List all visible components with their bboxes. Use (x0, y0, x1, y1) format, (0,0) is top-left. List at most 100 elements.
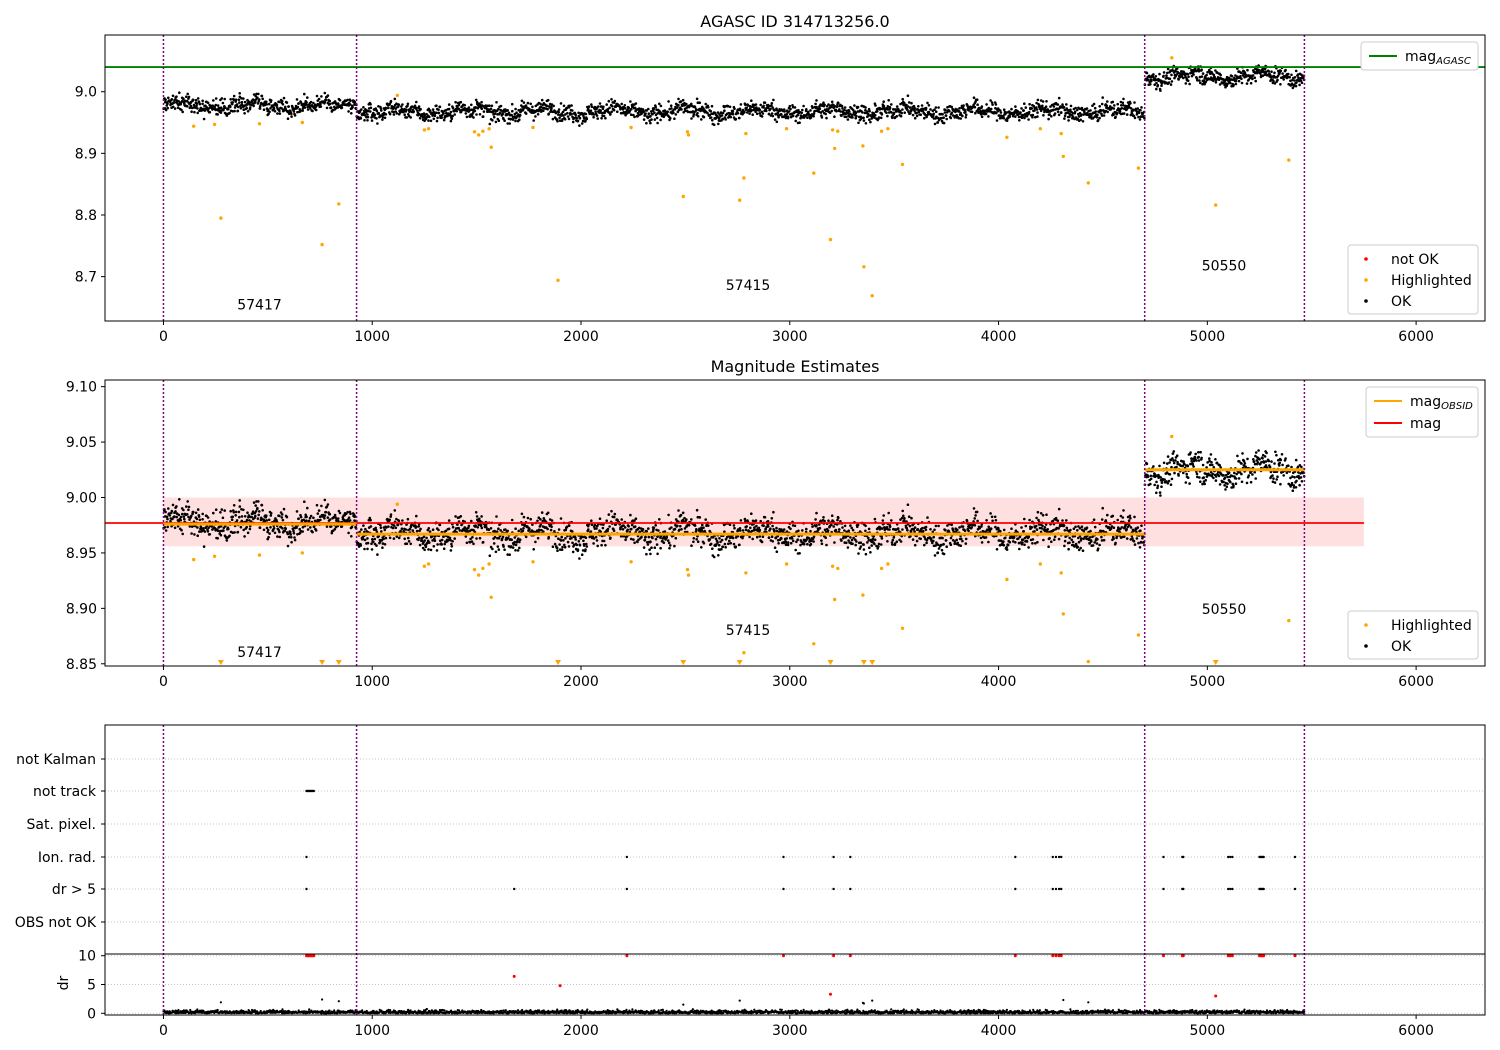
ok-point (196, 508, 200, 511)
ok-point (472, 116, 475, 119)
ok-point (645, 552, 648, 556)
ok-point (1045, 530, 1049, 533)
ok-point (879, 543, 883, 546)
ok-point (556, 549, 559, 552)
ok-point (440, 538, 444, 542)
ok-point (178, 91, 181, 94)
ok-point (633, 106, 637, 110)
ok-point (305, 101, 308, 104)
ok-point (739, 529, 742, 532)
ok-point (1063, 114, 1067, 118)
ok-point (408, 527, 412, 531)
ok-point (170, 98, 174, 101)
ok-point (859, 117, 863, 121)
ok-point (838, 528, 841, 531)
ok-point (775, 529, 779, 533)
ok-point (820, 539, 823, 542)
ok-point (437, 108, 440, 111)
ok-point (1023, 116, 1026, 120)
ok-point (589, 530, 593, 533)
ok-point (557, 108, 561, 111)
ok-point (901, 108, 904, 111)
ok-point (290, 540, 293, 544)
ok-point (267, 535, 270, 539)
ok-point (755, 524, 758, 528)
ok-point (802, 104, 805, 108)
ok-point (728, 523, 732, 526)
ok-point (1063, 544, 1066, 548)
ok-point (561, 545, 564, 549)
ok-point (750, 109, 754, 112)
ok-point (164, 98, 167, 101)
ok-point (165, 515, 169, 519)
ok-point (837, 530, 841, 534)
ok-point (447, 103, 451, 106)
ok-point (964, 542, 968, 545)
ok-point (328, 99, 332, 103)
ok-point (1206, 70, 1209, 74)
ok-point (587, 528, 590, 531)
ok-point (994, 103, 998, 106)
ok-point (702, 107, 705, 110)
ok-point (303, 106, 307, 109)
ok-point (225, 539, 229, 542)
ok-point (474, 511, 478, 514)
highlighted-point (1005, 135, 1009, 139)
ok-point (546, 107, 549, 111)
ok-point (592, 542, 595, 545)
ok-point (234, 98, 238, 101)
ok-point (677, 103, 680, 107)
ok-point (387, 525, 390, 528)
ok-point (467, 524, 471, 528)
ok-point (576, 119, 580, 123)
ok-point (1046, 108, 1049, 111)
ok-point (1226, 82, 1229, 86)
ok-point (669, 117, 672, 120)
ok-point (243, 112, 246, 115)
ok-point (1068, 112, 1071, 116)
ok-point (570, 104, 573, 107)
ok-point (488, 554, 492, 557)
ok-point (868, 109, 871, 113)
ok-point (376, 122, 379, 125)
ok-point (1247, 78, 1251, 81)
ok-point (278, 530, 281, 534)
ok-point (361, 537, 365, 541)
ok-point (1098, 105, 1101, 108)
ok-point (775, 526, 778, 530)
ok-point (1251, 77, 1254, 81)
ok-point (529, 102, 532, 106)
ok-point (417, 536, 421, 540)
ok-point (208, 533, 212, 536)
ok-point (391, 526, 395, 530)
ok-point (173, 101, 176, 104)
ok-point (438, 105, 442, 109)
ok-point (444, 529, 448, 533)
ok-point (193, 533, 196, 536)
ok-point (658, 518, 661, 521)
ok-point (646, 543, 650, 546)
ok-point (368, 516, 372, 520)
ok-point (890, 111, 893, 114)
ok-point (1091, 104, 1094, 107)
ok-point (268, 532, 271, 535)
ok-point (566, 111, 569, 115)
ok-point (923, 116, 926, 120)
ok-point (840, 539, 843, 542)
ok-point (1260, 70, 1263, 74)
ok-point (1170, 73, 1173, 77)
highlighted-point (212, 122, 217, 127)
ok-point (290, 112, 293, 116)
highlighted-point (477, 133, 481, 137)
ok-point (470, 103, 473, 107)
ok-point (311, 530, 314, 534)
ok-point (649, 115, 652, 118)
ok-point (392, 524, 396, 527)
ok-point (763, 101, 767, 104)
ok-point (823, 519, 826, 523)
ok-point (621, 108, 625, 111)
highlighted-point (395, 93, 399, 98)
ok-point (882, 100, 885, 103)
ok-point (1027, 546, 1030, 549)
ok-point (886, 105, 890, 108)
